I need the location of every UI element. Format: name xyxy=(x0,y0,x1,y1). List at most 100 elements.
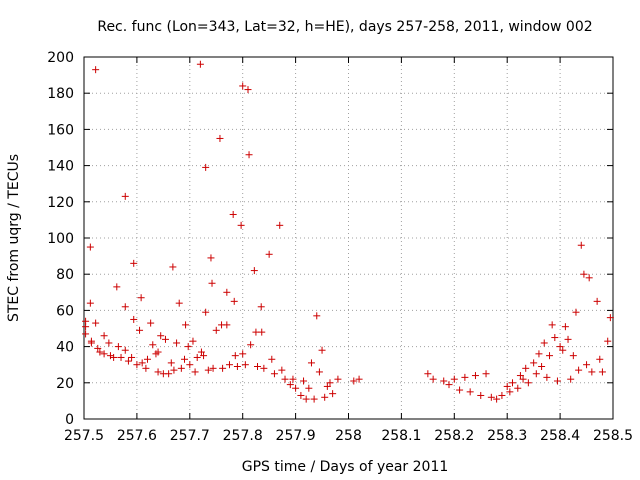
data-point xyxy=(559,346,567,354)
data-point xyxy=(355,375,363,383)
data-point xyxy=(315,368,323,376)
data-point xyxy=(130,315,138,323)
data-point xyxy=(117,353,125,361)
x-tick-label: 258.1 xyxy=(381,428,421,444)
data-point xyxy=(278,366,286,374)
data-point xyxy=(334,375,342,383)
data-point xyxy=(321,393,329,401)
x-tick-label: 257.8 xyxy=(223,428,263,444)
y-tick-label: 20 xyxy=(56,376,74,392)
y-tick-label: 140 xyxy=(47,159,74,175)
data-point xyxy=(223,288,231,296)
data-point xyxy=(170,366,178,374)
data-point xyxy=(113,283,121,291)
data-point xyxy=(209,364,217,372)
x-axis-label: GPS time / Days of year 2011 xyxy=(242,459,449,475)
data-point xyxy=(82,330,90,338)
data-point xyxy=(575,366,583,374)
data-point xyxy=(193,353,201,361)
data-point xyxy=(223,321,231,329)
data-point xyxy=(154,368,162,376)
data-point xyxy=(569,352,577,360)
data-point xyxy=(593,297,601,305)
data-point xyxy=(538,363,546,371)
data-point xyxy=(207,254,215,262)
data-point xyxy=(477,391,485,399)
data-point xyxy=(241,361,249,369)
data-point xyxy=(143,355,151,363)
data-point xyxy=(583,361,591,369)
data-point xyxy=(493,395,501,403)
data-point xyxy=(350,377,358,385)
data-point xyxy=(184,343,192,351)
data-point xyxy=(307,359,315,367)
data-point xyxy=(506,388,514,396)
data-point xyxy=(286,381,294,389)
data-point xyxy=(225,361,233,369)
data-point xyxy=(136,326,144,334)
data-point xyxy=(514,384,522,392)
data-point xyxy=(276,221,284,229)
data-point xyxy=(580,270,588,278)
data-point xyxy=(585,274,593,282)
data-point xyxy=(532,370,540,378)
data-point xyxy=(186,361,194,369)
x-tick-label: 257.9 xyxy=(276,428,316,444)
data-point xyxy=(114,343,122,351)
data-point xyxy=(551,334,559,342)
data-point xyxy=(535,350,543,358)
data-point xyxy=(202,308,210,316)
data-point xyxy=(292,384,300,392)
data-point xyxy=(508,379,516,387)
data-point xyxy=(230,297,238,305)
data-point xyxy=(281,375,289,383)
data-point xyxy=(94,344,102,352)
data-point xyxy=(429,375,437,383)
data-point xyxy=(519,375,527,383)
x-tick-label: 257.5 xyxy=(64,428,104,444)
data-point xyxy=(487,393,495,401)
data-point xyxy=(543,373,551,381)
data-point xyxy=(456,386,464,394)
y-tick-label: 200 xyxy=(47,50,74,66)
data-point xyxy=(323,382,331,390)
data-point xyxy=(606,314,614,322)
data-point xyxy=(219,364,227,372)
data-point xyxy=(86,243,94,251)
data-point xyxy=(105,339,113,347)
data-point xyxy=(204,366,212,374)
data-point xyxy=(524,379,532,387)
data-point xyxy=(100,350,108,358)
data-point xyxy=(326,379,334,387)
data-point xyxy=(588,368,596,376)
chart-title: Rec. func (Lon=343, Lat=32, h=HE), days … xyxy=(97,19,592,35)
grid xyxy=(84,57,613,419)
data-point xyxy=(553,377,561,385)
data-point xyxy=(128,353,136,361)
y-tick-label: 120 xyxy=(47,195,74,211)
data-point xyxy=(237,221,245,229)
data-point xyxy=(239,82,247,90)
data-point xyxy=(121,192,129,200)
data-point xyxy=(216,134,224,142)
data-point xyxy=(100,332,108,340)
data-point xyxy=(245,151,253,159)
data-point xyxy=(268,355,276,363)
data-point xyxy=(270,370,278,378)
data-point xyxy=(130,259,138,267)
data-point xyxy=(540,339,548,347)
y-tick-label: 80 xyxy=(56,267,74,283)
data-point xyxy=(96,348,104,356)
data-point xyxy=(289,375,297,383)
data-point xyxy=(233,363,241,371)
data-point xyxy=(142,364,150,372)
data-point xyxy=(445,381,453,389)
data-point xyxy=(313,312,321,320)
data-point xyxy=(598,368,606,376)
data-point xyxy=(133,361,141,369)
data-point xyxy=(137,294,145,302)
data-point xyxy=(265,250,273,258)
data-point xyxy=(177,364,185,372)
data-point xyxy=(548,321,556,329)
data-point xyxy=(522,364,530,372)
